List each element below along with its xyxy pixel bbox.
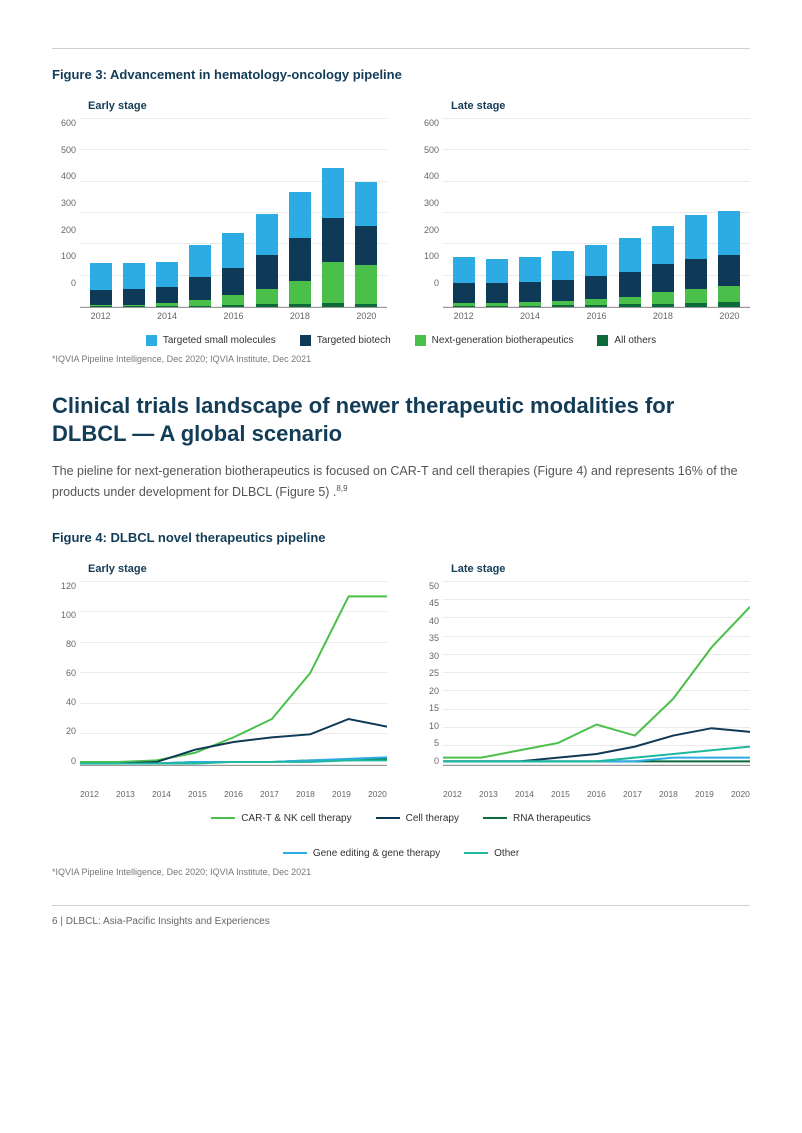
fig3-late-plot <box>443 118 750 308</box>
section-heading: Clinical trials landscape of newer thera… <box>52 392 750 447</box>
fig4-late-xaxis: 201220132014201520162017201820192020 <box>443 786 750 799</box>
fig4-late-svg <box>443 581 750 765</box>
fig4-late-chart: 50454035302520151050 <box>415 581 750 786</box>
section-body-text: The pieline for next-generation biothera… <box>52 464 738 499</box>
fig4-late-subtitle: Late stage <box>415 563 750 575</box>
fig3-late-yaxis: 6005004003002001000 <box>415 118 443 288</box>
fig3-late-subtitle: Late stage <box>415 100 750 112</box>
fig4-early-chart: 120100806040200 <box>52 581 387 786</box>
page-footer: 6 | DLBCL: Asia-Pacific Insights and Exp… <box>52 905 750 927</box>
fig4-early-subtitle: Early stage <box>52 563 387 575</box>
figure4-title: Figure 4: DLBCL novel therapeutics pipel… <box>52 530 750 545</box>
figure3-legend: Targeted small moleculesTargeted biotech… <box>52 335 750 346</box>
fig3-late-xaxis: 20122014201620182020 <box>443 308 750 321</box>
top-rule <box>52 48 750 49</box>
figure4-legend: CAR-T & NK cell therapyCell therapyRNA t… <box>121 813 681 859</box>
fig3-early-xaxis: 20122014201620182020 <box>80 308 387 321</box>
section-refs: 8,9 <box>336 484 347 493</box>
fig4-early-col: Early stage 120100806040200 201220132014… <box>52 563 387 799</box>
fig3-early-yaxis: 6005004003002001000 <box>52 118 80 288</box>
figure3-title: Figure 3: Advancement in hematology-onco… <box>52 67 750 82</box>
fig4-late-yaxis: 50454035302520151050 <box>415 581 443 766</box>
figure3-footnote: *IQVIA Pipeline Intelligence, Dec 2020; … <box>52 354 750 364</box>
fig3-early-subtitle: Early stage <box>52 100 387 112</box>
fig4-early-svg <box>80 581 387 765</box>
fig3-early-plot <box>80 118 387 308</box>
fig3-late-col: Late stage 6005004003002001000 201220142… <box>415 100 750 321</box>
fig4-early-yaxis: 120100806040200 <box>52 581 80 766</box>
fig4-late-plot <box>443 581 750 766</box>
fig3-early-chart: 6005004003002001000 <box>52 118 387 308</box>
section-body: The pieline for next-generation biothera… <box>52 461 750 504</box>
fig4-early-xaxis: 201220132014201520162017201820192020 <box>80 786 387 799</box>
fig3-early-col: Early stage 6005004003002001000 20122014… <box>52 100 387 321</box>
fig4-late-col: Late stage 50454035302520151050 20122013… <box>415 563 750 799</box>
fig3-late-chart: 6005004003002001000 <box>415 118 750 308</box>
figure4-charts: Early stage 120100806040200 201220132014… <box>52 563 750 799</box>
figure3-charts: Early stage 6005004003002001000 20122014… <box>52 100 750 321</box>
fig4-early-plot <box>80 581 387 766</box>
figure4-footnote: *IQVIA Pipeline Intelligence, Dec 2020; … <box>52 867 750 877</box>
